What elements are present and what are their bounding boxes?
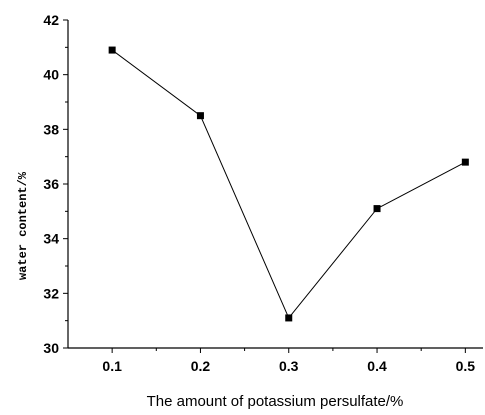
data-point-marker	[285, 314, 293, 322]
y-axis-ticks: 30 32 34 36 38 40 42	[43, 12, 68, 356]
y-tick-label: 38	[43, 121, 59, 137]
x-tick-label: 0.3	[279, 358, 299, 374]
data-point-marker	[373, 205, 381, 213]
x-tick-label: 0.2	[191, 358, 211, 374]
x-tick-label: 0.1	[102, 358, 122, 374]
y-tick-label: 36	[43, 176, 59, 192]
data-series	[108, 46, 469, 322]
x-axis-ticks: 0.1 0.2 0.3 0.4 0.5	[102, 348, 475, 374]
x-tick-label: 0.4	[367, 358, 387, 374]
y-tick-label: 34	[43, 231, 59, 247]
x-axis-label: The amount of potassium persulfate/%	[147, 393, 404, 410]
data-point-marker	[108, 46, 116, 54]
y-tick-label: 30	[43, 340, 59, 356]
y-tick-label: 42	[43, 12, 59, 28]
y-axis-label: water content/%	[16, 171, 30, 280]
axes	[67, 20, 483, 349]
data-point-marker	[196, 112, 204, 120]
x-tick-label: 0.5	[456, 358, 476, 374]
y-tick-label: 32	[43, 285, 59, 301]
y-tick-label: 40	[43, 67, 59, 83]
series-line	[111, 49, 466, 319]
data-point-marker	[461, 158, 469, 166]
